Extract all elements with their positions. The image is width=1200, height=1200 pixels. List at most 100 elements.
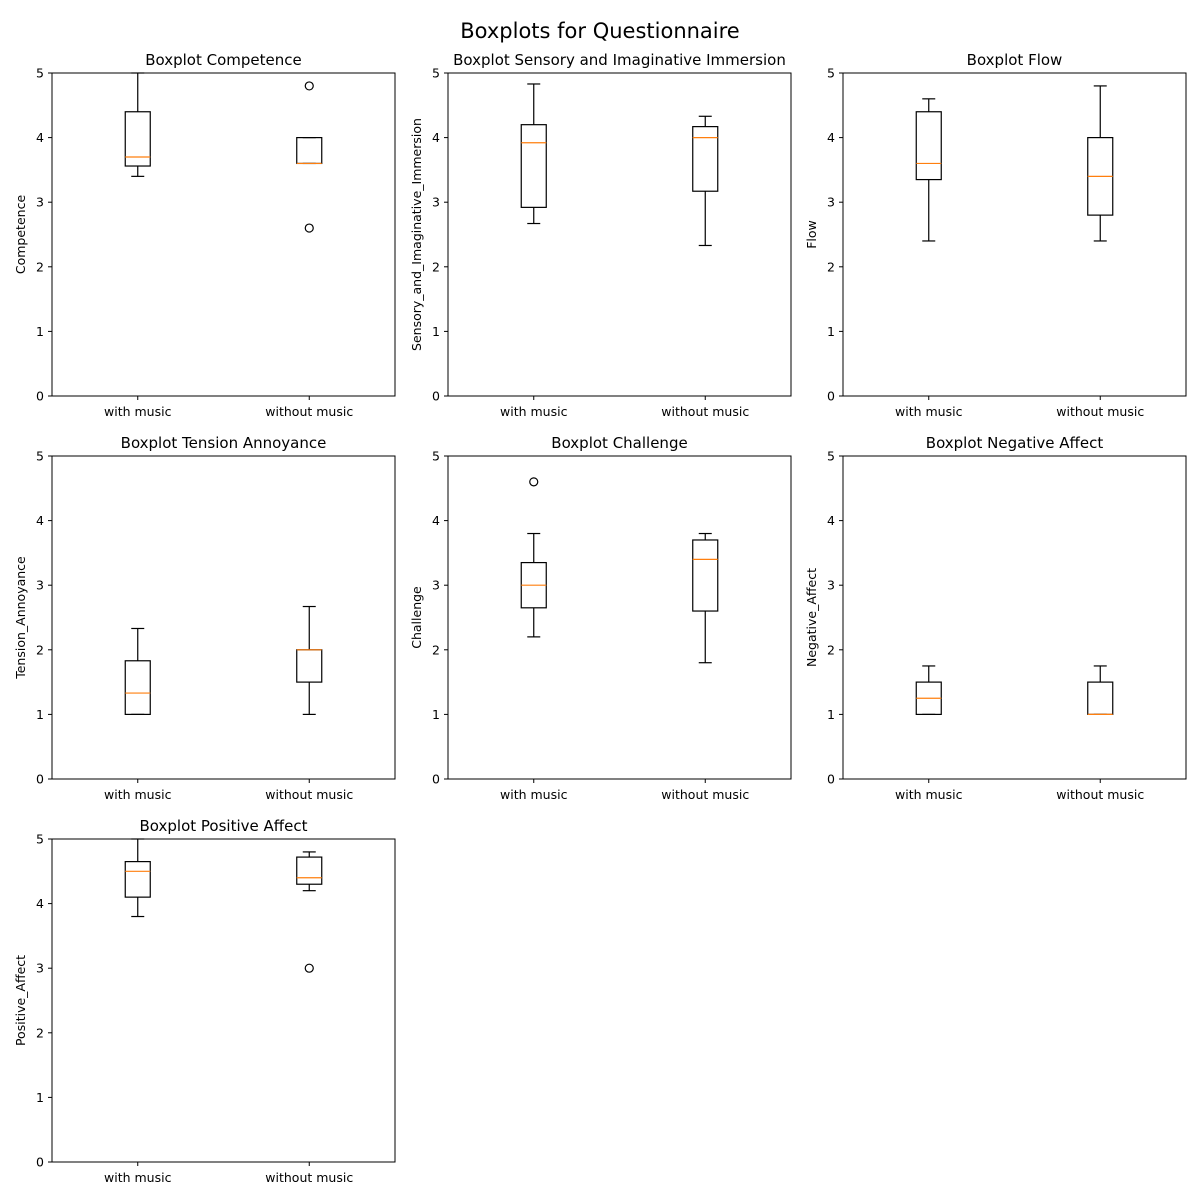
box-iqr [296, 137, 323, 165]
y-tick-label: 0 [36, 772, 44, 787]
y-tick-label: 2 [36, 642, 44, 657]
y-tick-label: 5 [432, 449, 440, 464]
box-without-music [1087, 85, 1114, 242]
box-with-music [124, 838, 151, 918]
box-iqr [520, 124, 547, 208]
x-tick-label: without music [265, 404, 353, 419]
x-tick-label: without music [661, 787, 749, 802]
y-tick-label: 2 [827, 642, 835, 657]
y-tick-label: 4 [36, 896, 44, 911]
x-tick-label: with music [104, 404, 172, 419]
box-iqr [692, 126, 719, 192]
x-tick-label: with music [500, 404, 568, 419]
subplot-title: Boxplot Competence [145, 51, 302, 69]
outlier-point [304, 81, 314, 91]
y-tick-label: 1 [827, 324, 835, 339]
y-axis-label: Flow [804, 220, 819, 249]
y-tick-label: 3 [827, 578, 835, 593]
y-axis-label: Competence [13, 195, 28, 275]
subplot-6: Boxplot Negative Affect Negative_Affect 0 1… [804, 434, 1187, 802]
y-axis-label: Tension_Annoyance [13, 556, 28, 680]
y-axis-label: Challenge [409, 586, 424, 649]
outlier-point [304, 223, 314, 233]
y-tick-label: 2 [432, 259, 440, 274]
y-tick-label: 2 [432, 642, 440, 657]
box-without-music [692, 115, 719, 247]
y-tick-label: 2 [36, 259, 44, 274]
x-tick-label: without music [265, 787, 353, 802]
axes-frame [842, 455, 1187, 780]
y-tick-label: 0 [432, 772, 440, 787]
x-tick-label: with music [104, 1170, 172, 1185]
subplot-title: Boxplot Challenge [551, 434, 687, 452]
y-tick-label: 4 [36, 513, 44, 528]
y-tick-label: 1 [36, 324, 44, 339]
y-axis-label: Sensory_and_Imaginative_Immersion [409, 118, 424, 351]
y-axis-label: Positive_Affect [13, 955, 28, 1046]
figure-title: Boxplots for Questionnaire [460, 19, 740, 43]
axes-frame [842, 72, 1187, 397]
subplot-title: Boxplot Sensory and Imaginative Immersio… [453, 51, 786, 69]
y-tick-label: 1 [36, 1090, 44, 1105]
box-with-music [915, 98, 942, 242]
subplot-title: Boxplot Positive Affect [140, 817, 308, 835]
x-tick-label: with music [104, 787, 172, 802]
box-iqr [915, 111, 942, 181]
x-tick-label: without music [1056, 787, 1144, 802]
outlier-point [304, 963, 314, 973]
y-tick-label: 4 [36, 130, 44, 145]
box-iqr [124, 660, 151, 715]
box-iqr [124, 861, 151, 898]
subplot-7: Boxplot Positive Affect Positive_Affect 0 1… [13, 817, 396, 1185]
y-tick-label: 3 [827, 195, 835, 210]
subplot-title: Boxplot Tension Annoyance [121, 434, 327, 452]
box-without-music [296, 81, 323, 233]
x-tick-label: without music [661, 404, 749, 419]
x-tick-label: without music [1056, 404, 1144, 419]
box-iqr [692, 539, 719, 612]
box-without-music [296, 851, 323, 973]
box-with-music [124, 72, 151, 177]
y-tick-label: 1 [432, 707, 440, 722]
box-iqr [296, 649, 323, 683]
outlier-point [529, 477, 539, 487]
y-tick-label: 5 [827, 66, 835, 81]
y-tick-label: 5 [432, 66, 440, 81]
subplot-title: Boxplot Flow [967, 51, 1063, 69]
axes-frame [51, 838, 396, 1163]
y-tick-label: 0 [827, 389, 835, 404]
axes-frame [447, 72, 792, 397]
y-tick-label: 5 [827, 449, 835, 464]
box-with-music [520, 477, 547, 638]
x-tick-label: with music [895, 404, 963, 419]
y-tick-label: 3 [36, 961, 44, 976]
y-tick-label: 1 [432, 324, 440, 339]
subplot-1: Boxplot Competence Competence 0 1 2 3 4 5 with m… [13, 51, 396, 419]
y-tick-label: 0 [36, 1155, 44, 1170]
y-tick-label: 0 [432, 389, 440, 404]
x-tick-label: with music [895, 787, 963, 802]
box-without-music [296, 605, 323, 716]
axes-frame [447, 455, 792, 780]
box-without-music [692, 532, 719, 664]
subplot-4: Boxplot Tension Annoyance Tension_Annoyan… [13, 434, 396, 802]
subplot-5: Boxplot Challenge Challenge 0 1 2 3 4 5 with mus… [409, 434, 792, 802]
box-with-music [124, 627, 151, 716]
y-tick-label: 3 [36, 195, 44, 210]
axes-frame [51, 455, 396, 780]
y-tick-label: 4 [827, 130, 835, 145]
y-tick-label: 1 [827, 707, 835, 722]
y-tick-label: 4 [827, 513, 835, 528]
y-tick-label: 4 [432, 130, 440, 145]
y-tick-label: 5 [36, 832, 44, 847]
box-iqr [124, 111, 151, 167]
y-tick-label: 0 [36, 389, 44, 404]
y-tick-label: 0 [827, 772, 835, 787]
y-tick-label: 3 [432, 578, 440, 593]
box-without-music [1087, 665, 1114, 716]
y-tick-label: 4 [432, 513, 440, 528]
y-tick-label: 2 [827, 259, 835, 274]
x-tick-label: with music [500, 787, 568, 802]
